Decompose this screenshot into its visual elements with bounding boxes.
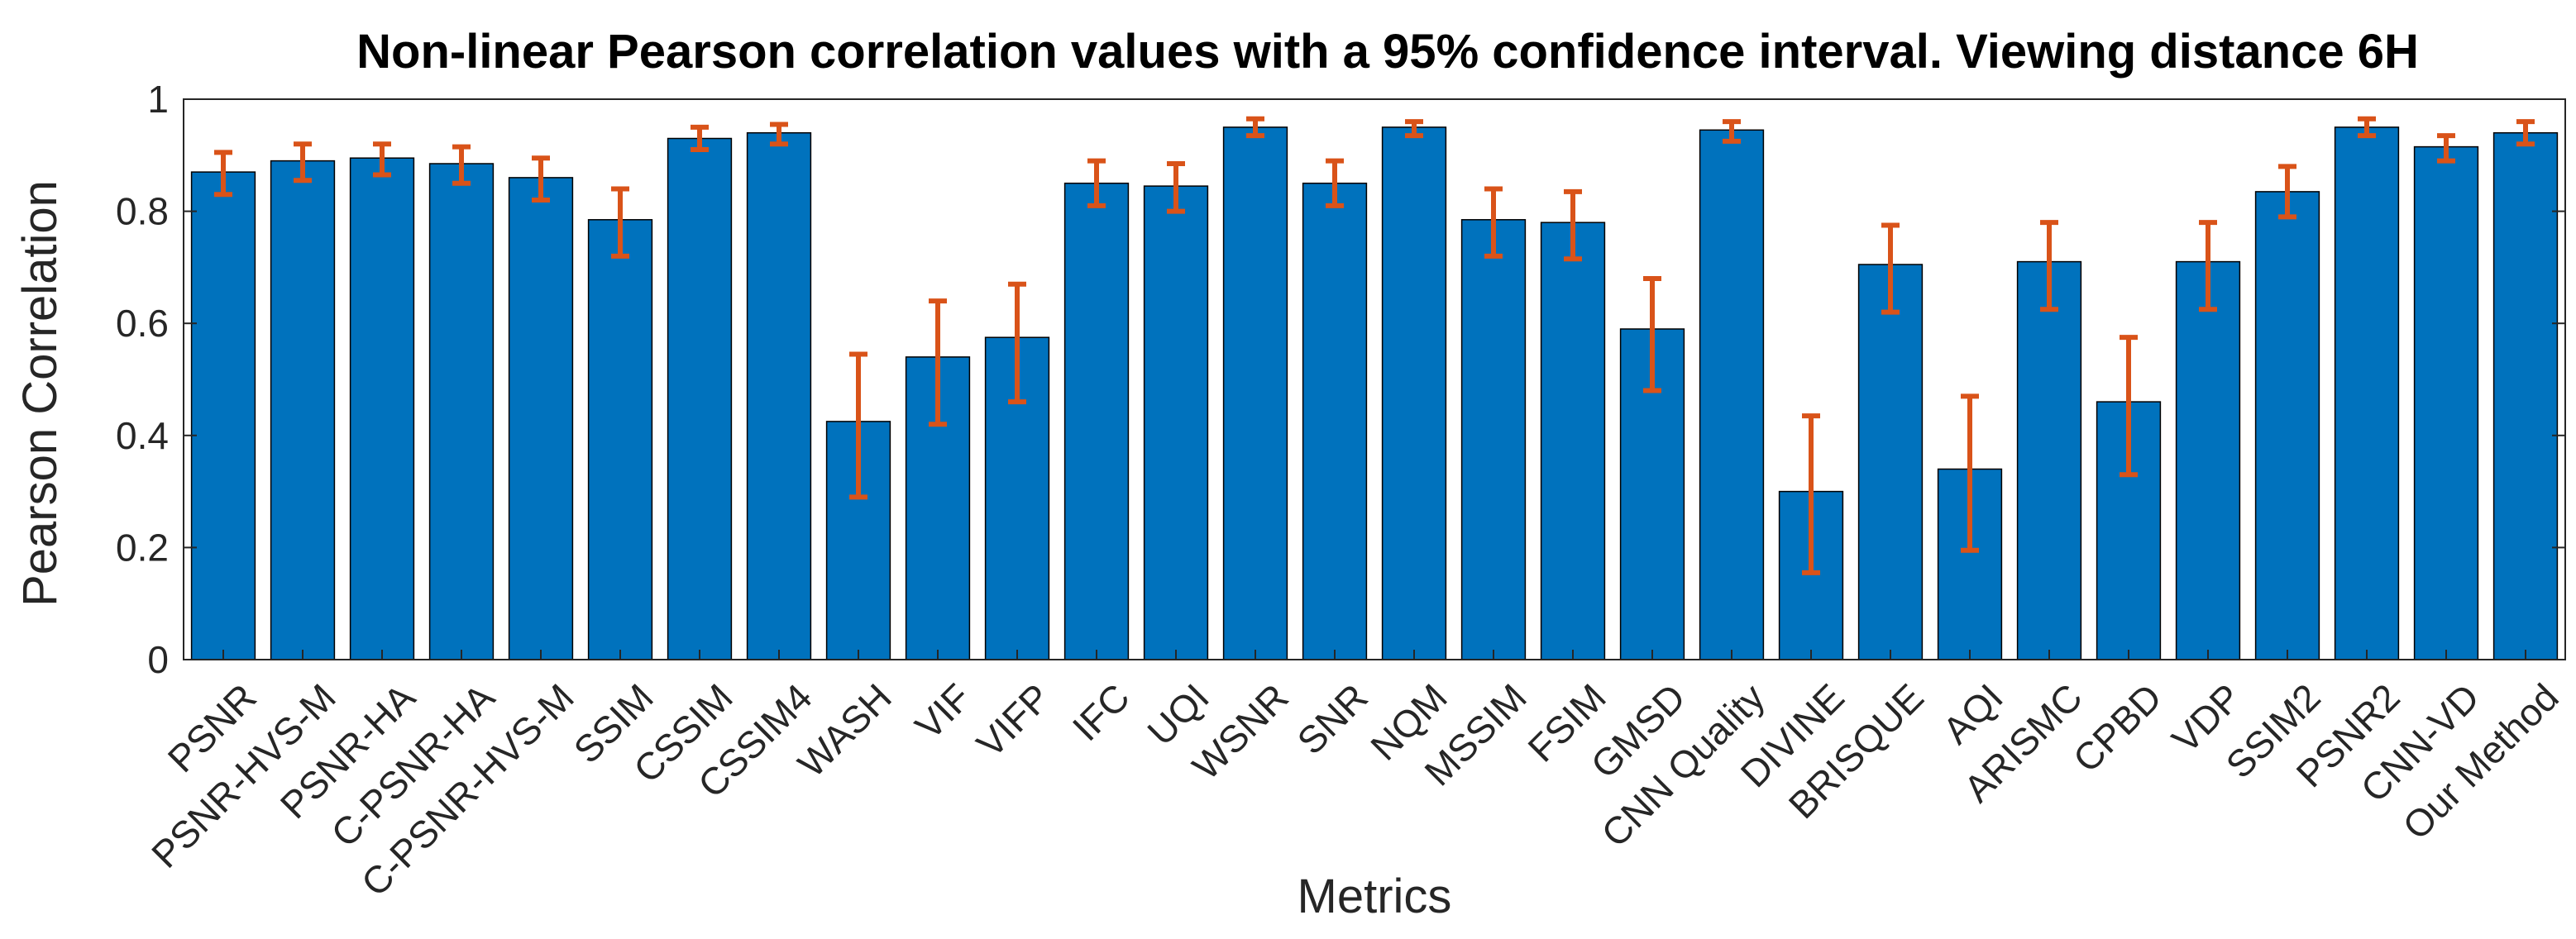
bar	[667, 137, 733, 660]
error-bar	[452, 144, 471, 186]
error-bar	[1326, 158, 1344, 208]
error-bar	[1564, 188, 1582, 262]
bar	[508, 177, 574, 660]
error-bar	[2358, 116, 2376, 139]
bar	[2413, 145, 2479, 660]
chart-title: Non-linear Pearson correlation values wi…	[356, 25, 2419, 79]
y-tick-label: 0.4	[116, 414, 169, 457]
error-bar	[849, 351, 867, 500]
x-tick-label: CPBD	[2065, 675, 2170, 780]
error-bar	[2199, 220, 2217, 312]
bar	[2016, 260, 2082, 660]
error-bar	[2516, 119, 2535, 147]
bar	[1143, 185, 1209, 660]
error-bar	[1484, 186, 1503, 259]
error-bar	[770, 122, 788, 147]
bar	[746, 131, 812, 660]
error-bar	[532, 155, 550, 203]
error-bar	[929, 298, 947, 427]
bar	[1857, 264, 1924, 660]
bar	[1302, 182, 1368, 660]
x-tick-label: VIF	[906, 675, 978, 747]
error-bar	[2278, 164, 2296, 220]
bar	[1222, 126, 1288, 660]
x-tick-label: SNR	[1288, 675, 1375, 762]
bar	[1540, 222, 1606, 660]
bar	[190, 171, 256, 660]
bars	[190, 126, 2559, 660]
error-bar	[1643, 275, 1661, 393]
bar	[270, 160, 336, 660]
error-bar	[294, 141, 312, 184]
error-bar	[1405, 119, 1423, 139]
bar	[2492, 131, 2559, 660]
bar	[428, 163, 495, 660]
error-bar	[214, 150, 232, 198]
error-bar	[2040, 220, 2058, 312]
error-bar	[373, 141, 391, 178]
y-tick-label: 0.8	[116, 190, 169, 233]
error-bar	[2437, 133, 2455, 164]
y-tick-label: 1	[147, 78, 169, 121]
x-axis-label: Metrics	[1298, 870, 1452, 923]
error-bar	[1246, 116, 1264, 139]
x-axis: PSNRPSNR-HVS-MPSNR-HAC-PSNR-HAC-PSNR-HVS…	[143, 650, 2567, 904]
error-bar	[2120, 335, 2138, 478]
bar	[1699, 129, 1765, 660]
error-bar	[1723, 119, 1741, 144]
bar	[2334, 126, 2400, 660]
error-bar	[611, 186, 629, 259]
error-bar	[691, 124, 709, 153]
error-bar	[1008, 281, 1026, 405]
y-axis: 0 0.2 0.4 0.6 0.8 1	[116, 78, 2565, 681]
bar	[1381, 126, 1447, 660]
y-axis-label: Pearson Correlation	[13, 180, 67, 607]
bar	[1460, 219, 1527, 660]
error-bars	[214, 116, 2535, 575]
error-bar	[1167, 160, 1185, 214]
bar	[587, 219, 653, 660]
plot-area-frame	[183, 98, 2566, 660]
y-tick-label: 0.6	[116, 302, 169, 345]
y-tick-label: 0	[147, 638, 169, 681]
bar	[1063, 182, 1130, 660]
error-bar	[1961, 393, 1979, 553]
bar	[2175, 260, 2241, 660]
error-bar	[1802, 413, 1820, 575]
y-tick-label: 0.2	[116, 526, 169, 569]
bar	[2254, 191, 2320, 660]
bar	[349, 157, 415, 660]
x-tick-label: VIFP	[968, 675, 1059, 765]
error-bar	[1087, 158, 1106, 208]
x-tick-label: IFC	[1064, 675, 1138, 749]
error-bar	[1881, 222, 1900, 315]
